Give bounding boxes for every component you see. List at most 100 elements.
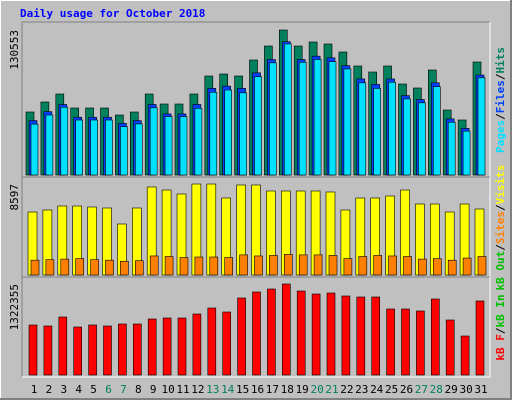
bar bbox=[164, 116, 173, 176]
bar bbox=[60, 106, 69, 176]
bar bbox=[135, 123, 143, 176]
bar bbox=[222, 311, 231, 376]
bar bbox=[75, 258, 84, 276]
bar bbox=[120, 126, 128, 176]
bar bbox=[343, 258, 353, 276]
bar bbox=[373, 255, 383, 276]
bar bbox=[296, 290, 306, 376]
bar bbox=[90, 259, 99, 276]
bar bbox=[30, 123, 39, 176]
bar bbox=[418, 258, 427, 276]
bar bbox=[254, 255, 263, 276]
bar bbox=[75, 119, 83, 176]
bar bbox=[88, 324, 97, 376]
bar bbox=[239, 92, 247, 176]
bar bbox=[254, 76, 262, 176]
bar bbox=[328, 61, 337, 176]
x-tick-label: 15 bbox=[236, 383, 249, 396]
bar bbox=[283, 254, 293, 276]
x-tick-label: 4 bbox=[75, 383, 82, 396]
bar bbox=[105, 119, 113, 176]
bar bbox=[162, 317, 172, 376]
x-tick-label: 20 bbox=[310, 383, 323, 396]
bar bbox=[269, 255, 278, 276]
x-tick-label: 18 bbox=[281, 383, 294, 396]
bar bbox=[194, 256, 204, 276]
bar bbox=[416, 310, 425, 376]
legend-entry: kB F bbox=[494, 334, 507, 361]
x-tick-label: 11 bbox=[176, 383, 189, 396]
x-tick-label: 27 bbox=[415, 383, 428, 396]
x-tick-label: 1 bbox=[31, 383, 38, 396]
bar bbox=[194, 108, 203, 176]
bar bbox=[192, 313, 202, 376]
bar bbox=[60, 258, 70, 276]
x-tick-label: 21 bbox=[325, 383, 338, 396]
legend-entry: Pages bbox=[494, 120, 507, 153]
x-tick-label: 8 bbox=[135, 383, 142, 396]
plot-bevel bbox=[21, 21, 490, 177]
bar bbox=[403, 98, 411, 176]
bar bbox=[373, 88, 382, 176]
bar bbox=[403, 256, 412, 276]
bar bbox=[237, 297, 246, 376]
legend-entry: kB In bbox=[494, 294, 507, 327]
plot-bevel bbox=[21, 176, 490, 277]
bar bbox=[311, 293, 321, 376]
bar bbox=[298, 61, 307, 176]
bar bbox=[477, 77, 486, 176]
x-tick-label: 6 bbox=[105, 383, 112, 396]
bar bbox=[149, 107, 158, 176]
bar bbox=[343, 68, 352, 176]
bar bbox=[252, 291, 261, 376]
legend-entry: kB Out bbox=[494, 251, 507, 291]
x-tick-label: 14 bbox=[221, 383, 235, 396]
x-tick-label: 23 bbox=[355, 383, 368, 396]
x-tick-label: 17 bbox=[266, 383, 279, 396]
bar bbox=[447, 259, 457, 276]
bar bbox=[209, 256, 219, 276]
bar bbox=[90, 119, 98, 176]
bar bbox=[313, 254, 323, 276]
x-tick-label: 19 bbox=[296, 383, 309, 396]
x-tick-label: 7 bbox=[120, 383, 127, 396]
x-tick-label: 16 bbox=[251, 383, 264, 396]
bar bbox=[177, 317, 187, 376]
bar bbox=[58, 316, 68, 376]
bar bbox=[328, 255, 338, 276]
legend-entry: Sites bbox=[494, 211, 507, 244]
x-tick-label: 31 bbox=[474, 383, 487, 396]
bar bbox=[28, 324, 38, 376]
bar bbox=[147, 318, 157, 376]
x-tick-label: 22 bbox=[340, 383, 353, 396]
bar bbox=[207, 307, 217, 376]
bar bbox=[133, 323, 142, 376]
bar bbox=[477, 256, 487, 276]
x-tick-label: 26 bbox=[400, 383, 413, 396]
x-tick-label: 10 bbox=[161, 383, 174, 396]
bar bbox=[432, 86, 441, 176]
bar bbox=[356, 296, 366, 376]
bar bbox=[341, 295, 351, 376]
bar bbox=[43, 325, 53, 376]
bar bbox=[281, 283, 291, 376]
legend: kB F/kB In bbox=[494, 294, 507, 360]
bar bbox=[103, 325, 112, 376]
bar bbox=[120, 260, 129, 276]
bar bbox=[418, 102, 426, 176]
plot-bevel bbox=[21, 276, 490, 377]
x-tick-label: 2 bbox=[46, 383, 53, 396]
y-tick-label: 1322355 bbox=[8, 284, 21, 330]
bar bbox=[460, 335, 470, 376]
legend-separator: / bbox=[494, 244, 507, 251]
bar bbox=[388, 255, 397, 276]
x-tick-label: 9 bbox=[150, 383, 157, 396]
bar bbox=[135, 260, 144, 276]
legend-separator: / bbox=[494, 113, 507, 120]
bar bbox=[73, 326, 82, 376]
x-tick-label: 12 bbox=[191, 383, 204, 396]
chart-title: Daily usage for October 2018 bbox=[20, 7, 205, 20]
bar bbox=[462, 130, 471, 176]
